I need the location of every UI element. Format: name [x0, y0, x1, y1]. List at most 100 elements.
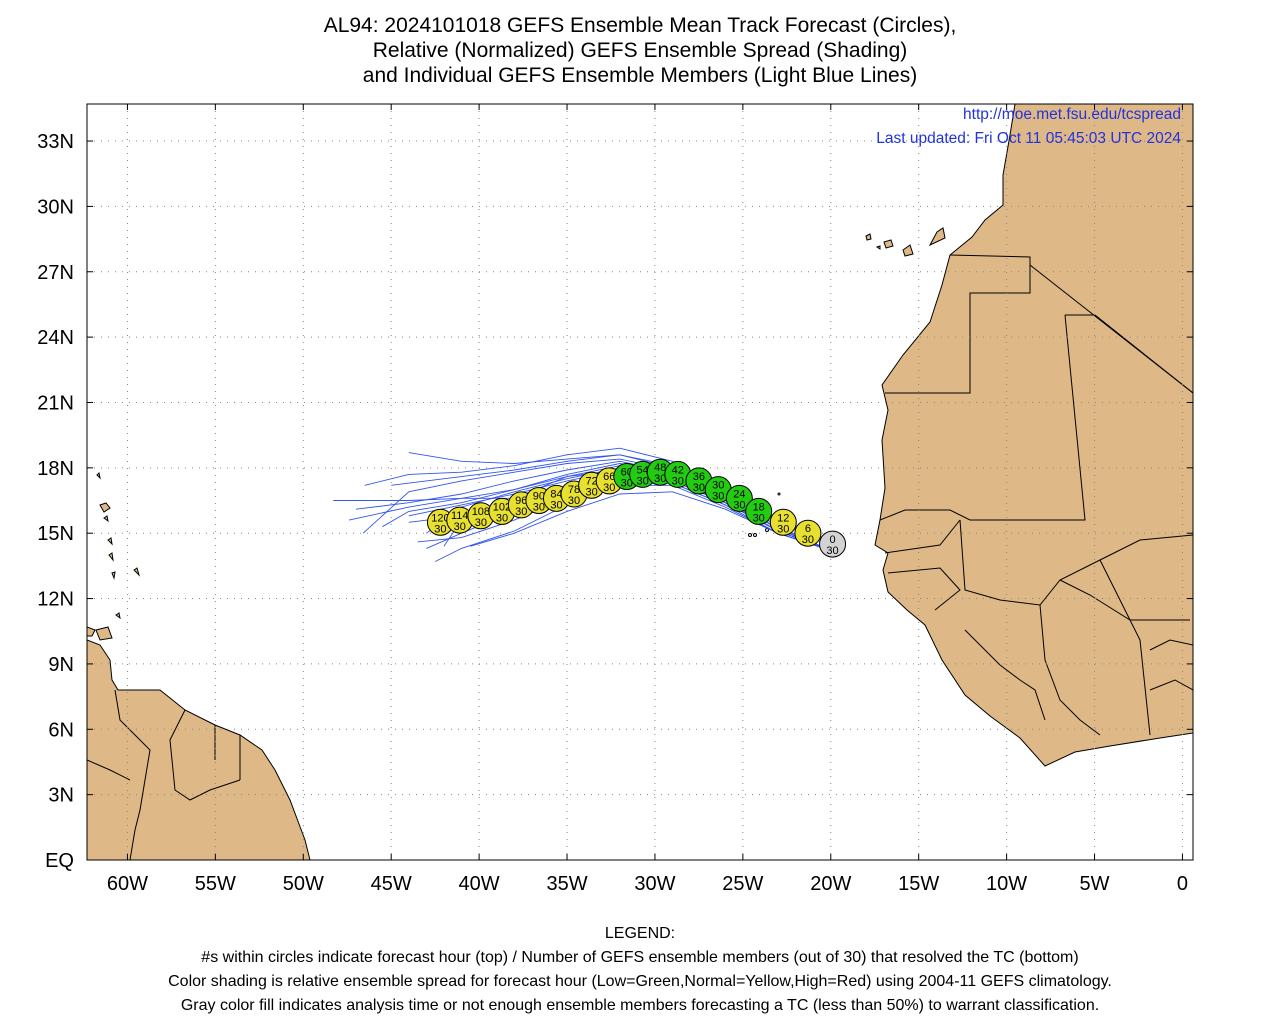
- member-count-label: 30: [603, 482, 615, 494]
- forecast-hour-label: 42: [672, 464, 684, 476]
- forecast-hour-label: 0: [829, 534, 835, 546]
- lat-tick-label: 30N: [37, 196, 74, 218]
- forecast-hour-label: 84: [550, 488, 562, 500]
- credit-updated: Last updated: Fri Oct 11 05:45:03 UTC 20…: [876, 130, 1181, 147]
- lat-tick-label: 9N: [48, 654, 74, 676]
- lon-tick-label: 0: [1177, 873, 1188, 895]
- lat-tick-label: 12N: [37, 589, 74, 611]
- member-count-label: 30: [621, 478, 633, 490]
- forecast-hour-label: 72: [586, 475, 598, 487]
- legend-line-2: Color shading is relative ensemble sprea…: [168, 973, 1112, 990]
- lon-tick-label: 50W: [283, 873, 324, 895]
- member-count-label: 30: [753, 512, 765, 524]
- forecast-hour-label: 120: [431, 512, 449, 524]
- lon-tick-label: 25W: [722, 873, 763, 895]
- legend-line-3: Gray color fill indicates analysis time …: [180, 997, 1100, 1014]
- member-count-label: 30: [693, 482, 705, 494]
- mean-track-circles: 1203011430108301023096309030843078307230…: [426, 458, 847, 558]
- member-count-label: 30: [568, 495, 580, 507]
- africa-landmass: [874, 104, 1193, 767]
- forecast-hour-label: 108: [472, 506, 490, 518]
- forecast-hour-label: 48: [654, 462, 666, 474]
- forecast-hour-label: 102: [493, 501, 511, 513]
- member-count-label: 30: [672, 475, 684, 487]
- lat-tick-label: 24N: [37, 327, 74, 349]
- axis-labels: 60W 55W 50W 45W 40W 35W 30W 25W 20W 15W 10W 5W 0 33N 3…: [37, 131, 1188, 895]
- member-count-label: 30: [475, 517, 487, 529]
- forecast-hour-label: 54: [637, 464, 649, 476]
- forecast-hour-label: 24: [733, 488, 745, 500]
- lon-tick-label: 35W: [546, 873, 587, 895]
- title-line-1: AL94: 2024101018 GEFS Ensemble Mean Trac…: [323, 14, 957, 37]
- track-circle: [794, 519, 822, 547]
- track-circle: [769, 508, 797, 536]
- credit-url[interactable]: http://moe.met.fsu.edu/tcspread: [963, 106, 1181, 123]
- forecast-hour-label: 30: [712, 480, 724, 492]
- lat-tick-label: 15N: [37, 523, 74, 545]
- track-point: 030: [819, 530, 847, 558]
- member-count-label: 30: [777, 523, 789, 535]
- axis-ticks: [87, 104, 1193, 861]
- lon-tick-label: 10W: [986, 873, 1027, 895]
- member-count-label: 30: [496, 512, 508, 524]
- lat-tick-label: 3N: [48, 785, 74, 807]
- member-count-label: 30: [586, 486, 598, 498]
- member-count-label: 30: [826, 545, 838, 557]
- member-track-line: [470, 491, 831, 552]
- lon-tick-label: 45W: [371, 873, 412, 895]
- lon-tick-label: 5W: [1080, 873, 1110, 895]
- forecast-hour-label: 114: [451, 510, 469, 522]
- forecast-hour-label: 6: [805, 523, 811, 535]
- member-count-label: 30: [654, 473, 666, 485]
- lat-tick-label: 33N: [37, 131, 74, 153]
- forecast-hour-label: 78: [568, 484, 580, 496]
- member-count-label: 30: [550, 499, 562, 511]
- member-count-label: 30: [733, 499, 745, 511]
- member-count-label: 30: [637, 475, 649, 487]
- lon-tick-label: 60W: [107, 873, 148, 895]
- track-circle: [745, 497, 773, 525]
- country-borders: [879, 254, 1193, 736]
- member-count-label: 30: [712, 491, 724, 503]
- legend-line-1: #s within circles indicate forecast hour…: [201, 949, 1079, 966]
- forecast-hour-label: 90: [533, 491, 545, 503]
- caribbean-islands: [87, 471, 141, 641]
- lat-tick-label: 18N: [37, 458, 74, 480]
- lon-tick-label: 40W: [459, 873, 500, 895]
- lon-tick-label: 30W: [634, 873, 675, 895]
- track-point: 630: [794, 519, 822, 547]
- member-count-label: 30: [515, 506, 527, 518]
- member-count-label: 30: [533, 502, 545, 514]
- title-line-3: and Individual GEFS Ensemble Members (Li…: [362, 64, 918, 87]
- forecast-hour-label: 18: [753, 501, 765, 513]
- member-count-label: 30: [454, 521, 466, 533]
- forecast-hour-label: 12: [777, 512, 789, 524]
- lat-lon-grid: [87, 104, 1193, 860]
- track-circle: [725, 484, 753, 512]
- forecast-hour-label: 66: [603, 471, 615, 483]
- member-count-label: 30: [434, 523, 446, 535]
- lon-tick-label: 15W: [898, 873, 939, 895]
- track-circle: [819, 530, 847, 558]
- lat-tick-label: 21N: [37, 392, 74, 414]
- forecast-hour-label: 96: [515, 495, 527, 507]
- legend-heading: LEGEND:: [604, 925, 676, 942]
- lat-tick-label: 6N: [48, 719, 74, 741]
- lat-tick-label: 27N: [37, 262, 74, 284]
- title-line-2: Relative (Normalized) GEFS Ensemble Spre…: [372, 39, 908, 62]
- lon-tick-label: 55W: [195, 873, 236, 895]
- lat-tick-label: EQ: [45, 850, 74, 872]
- map-frame: [86, 103, 1194, 861]
- member-count-label: 30: [802, 534, 814, 546]
- south-america-borders: [87, 689, 241, 860]
- forecast-hour-label: 36: [693, 471, 705, 483]
- lon-tick-label: 20W: [810, 873, 851, 895]
